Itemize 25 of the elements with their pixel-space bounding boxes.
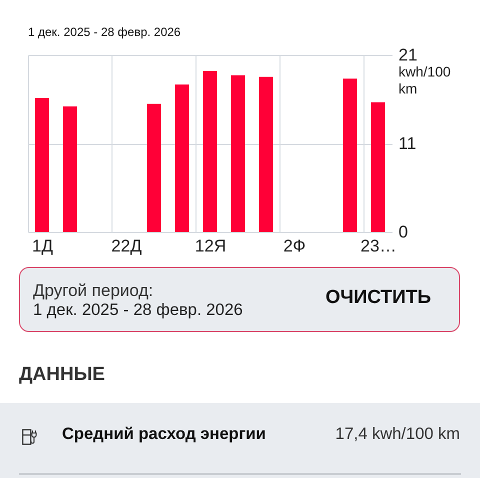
bar: [203, 71, 217, 232]
bar: [63, 106, 77, 232]
text: Другой период:: [33, 281, 154, 301]
clear-button[interactable]: ОЧИСТИТЬ: [325, 288, 431, 308]
x-tick-label: 2Ф: [283, 236, 306, 256]
bar: [175, 84, 189, 232]
x-tick-label: 23…: [360, 236, 396, 256]
chart-title: 1 дек. 2025 - 28 февр. 2026: [28, 25, 181, 39]
x-tick-label: 22Д: [111, 236, 142, 256]
y-tick-label: 21: [398, 46, 418, 64]
text: 1 дек. 2025 - 28 февр. 2026: [33, 300, 243, 320]
bar: [231, 75, 245, 232]
x-tick-label: 1Д: [32, 236, 54, 256]
bar: [259, 76, 273, 232]
text: Средний расход энергии: [62, 424, 266, 444]
y-tick-label: 0: [398, 222, 408, 242]
y-tick-label: 11: [398, 134, 416, 153]
bar: [147, 104, 161, 232]
text: 17,4 kwh/100 km: [335, 424, 460, 444]
bar: [343, 78, 357, 232]
bar: [371, 102, 385, 232]
x-tick-label: 12Я: [194, 236, 226, 256]
bar: [35, 98, 49, 232]
text: ДАННЫЕ: [19, 364, 105, 385]
y-axis-title: kwh/100 km: [398, 64, 451, 96]
